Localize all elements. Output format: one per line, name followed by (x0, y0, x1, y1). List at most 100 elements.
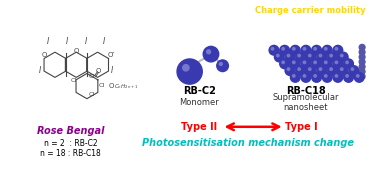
Circle shape (314, 61, 316, 64)
Circle shape (356, 75, 359, 77)
Text: Type I: Type I (285, 122, 318, 132)
Circle shape (296, 66, 305, 75)
Text: Supramolecular
nanosheet: Supramolecular nanosheet (273, 93, 339, 112)
Circle shape (338, 66, 348, 75)
Circle shape (293, 61, 295, 64)
Text: I: I (47, 37, 49, 46)
Circle shape (333, 72, 343, 82)
Circle shape (280, 45, 290, 55)
Circle shape (303, 48, 306, 50)
Circle shape (312, 59, 321, 69)
Circle shape (333, 45, 343, 55)
Circle shape (303, 75, 306, 77)
Circle shape (319, 54, 322, 57)
Circle shape (317, 66, 327, 75)
Circle shape (322, 45, 332, 55)
Circle shape (359, 59, 365, 65)
Text: O: O (74, 48, 79, 54)
Circle shape (349, 66, 359, 75)
Circle shape (282, 61, 284, 64)
Circle shape (271, 48, 274, 50)
Circle shape (269, 45, 279, 55)
Circle shape (290, 45, 300, 55)
Circle shape (322, 59, 332, 69)
Circle shape (312, 72, 321, 82)
Circle shape (219, 62, 222, 66)
Text: O: O (108, 83, 114, 89)
Circle shape (301, 72, 311, 82)
Circle shape (335, 48, 338, 50)
Circle shape (217, 60, 228, 72)
Circle shape (293, 48, 295, 50)
Circle shape (290, 72, 300, 82)
Circle shape (359, 49, 365, 55)
Circle shape (296, 52, 305, 62)
Circle shape (359, 54, 365, 60)
Text: Charge carrier mobility: Charge carrier mobility (256, 6, 366, 15)
Circle shape (308, 68, 311, 70)
Circle shape (298, 68, 301, 70)
Text: Cl: Cl (70, 78, 76, 83)
Text: Type II: Type II (181, 122, 217, 132)
Circle shape (303, 61, 306, 64)
Circle shape (335, 61, 338, 64)
Circle shape (312, 45, 321, 55)
Text: O: O (107, 52, 113, 58)
Circle shape (341, 54, 343, 57)
Circle shape (359, 69, 365, 74)
Circle shape (341, 68, 343, 70)
Circle shape (285, 66, 295, 75)
Circle shape (344, 59, 353, 69)
Circle shape (177, 59, 202, 84)
Circle shape (317, 52, 327, 62)
Circle shape (308, 54, 311, 57)
Circle shape (328, 66, 338, 75)
Circle shape (203, 46, 219, 62)
Circle shape (274, 52, 284, 62)
Text: O: O (42, 52, 47, 58)
Text: Cl: Cl (89, 74, 95, 79)
Text: RB-C18: RB-C18 (286, 86, 326, 96)
Text: Cl: Cl (89, 92, 95, 97)
Circle shape (335, 75, 338, 77)
Circle shape (346, 61, 348, 64)
Text: Rose Bengal: Rose Bengal (37, 126, 104, 136)
Circle shape (354, 72, 364, 82)
Circle shape (330, 54, 332, 57)
Text: $C_nH_{2n+1}$: $C_nH_{2n+1}$ (113, 82, 138, 91)
Circle shape (293, 75, 295, 77)
Circle shape (183, 65, 189, 71)
Circle shape (287, 68, 290, 70)
Circle shape (359, 74, 365, 79)
Circle shape (290, 59, 300, 69)
Circle shape (322, 72, 332, 82)
Circle shape (298, 54, 301, 57)
Text: n = 18 : RB-C18: n = 18 : RB-C18 (40, 149, 101, 158)
Text: RB-C2: RB-C2 (183, 86, 216, 96)
Circle shape (314, 48, 316, 50)
Circle shape (359, 64, 365, 70)
Circle shape (346, 75, 348, 77)
Circle shape (307, 52, 316, 62)
Circle shape (282, 48, 284, 50)
Circle shape (338, 52, 348, 62)
Circle shape (207, 50, 211, 54)
Text: I: I (65, 37, 68, 46)
Text: I: I (103, 37, 105, 46)
Circle shape (359, 44, 365, 50)
Text: I: I (85, 37, 87, 46)
Circle shape (325, 48, 327, 50)
Circle shape (277, 54, 279, 57)
Circle shape (351, 68, 354, 70)
Circle shape (301, 45, 311, 55)
Circle shape (319, 68, 322, 70)
Circle shape (333, 59, 343, 69)
Text: I: I (111, 66, 113, 75)
Circle shape (280, 59, 290, 69)
Text: Monomer: Monomer (180, 98, 219, 107)
Text: n = 2  : RB-C2: n = 2 : RB-C2 (43, 139, 97, 148)
Circle shape (287, 54, 290, 57)
Circle shape (328, 52, 338, 62)
Circle shape (330, 68, 332, 70)
Text: Photosensitisation mechanism change: Photosensitisation mechanism change (142, 138, 354, 148)
